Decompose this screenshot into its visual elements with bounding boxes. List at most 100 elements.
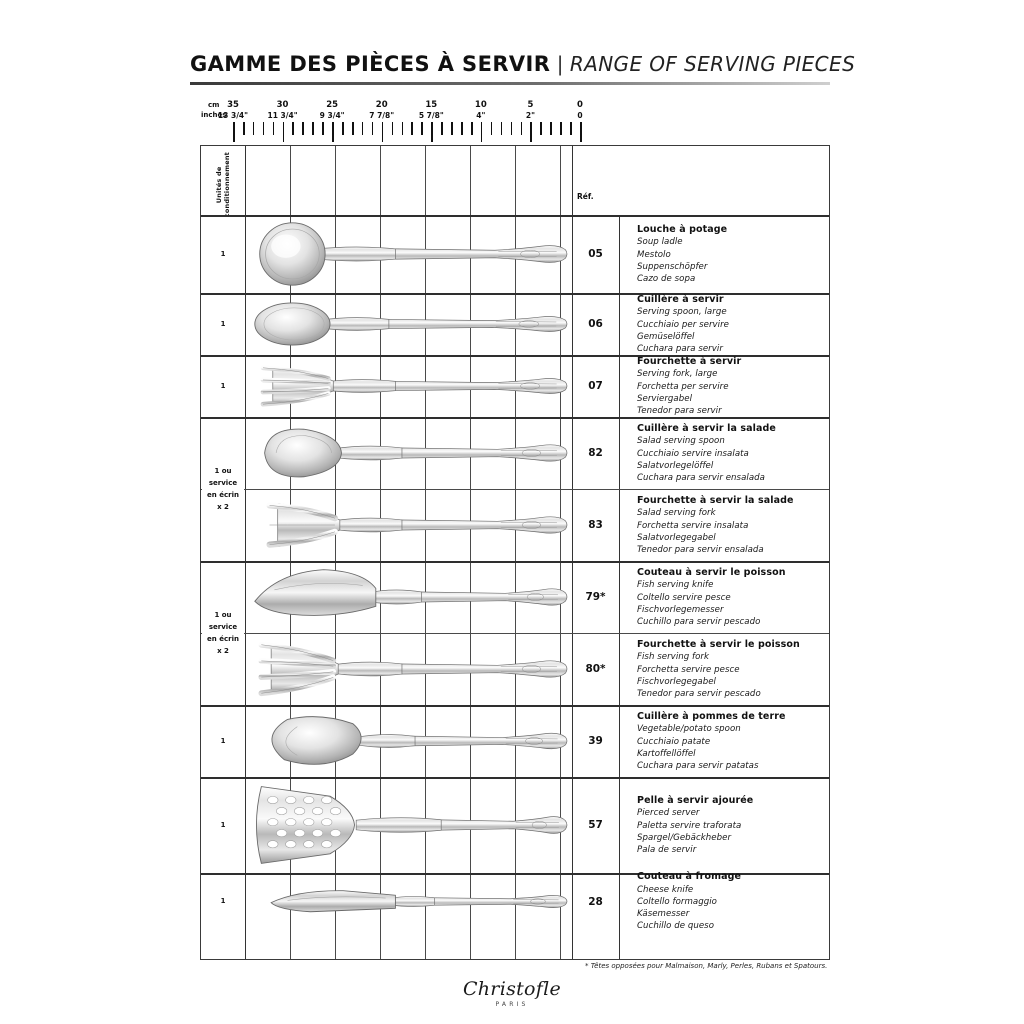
table-gridline-vertical <box>619 215 621 959</box>
product-name-german: Käsemesser <box>637 909 690 920</box>
product-names-cell: Cuillère à pommes de terre Vegetable/pota… <box>629 705 829 777</box>
ruler-inch-tick: 5 7/8" <box>418 111 444 120</box>
table-row[interactable]: 83 Fourchette à servir la salade Salad ser… <box>201 489 829 561</box>
salad-serving-spoon-icon <box>245 417 572 489</box>
reference-number: 05 <box>588 248 603 260</box>
table-row[interactable]: 1 28 Couteau à fromage Cheese knife Coltell… <box>201 871 829 931</box>
product-name-spanish: Pala de servir <box>637 844 697 855</box>
product-name-german: Gemüselöffel <box>637 331 695 342</box>
table-gridline-horizontal <box>201 873 829 875</box>
table-gridline-horizontal <box>201 215 829 217</box>
soup-ladle-icon <box>245 215 572 293</box>
product-name-italian: Coltello servire pesce <box>637 592 731 603</box>
product-name-german: Fischvorlegegabel <box>637 676 716 687</box>
reference-number: 83 <box>588 519 603 531</box>
table-row[interactable]: 1 39 Cuillère à pommes de terre Vegetable/… <box>201 705 829 777</box>
product-name-german: Spargel/Gebäckheber <box>637 832 732 843</box>
reference-number: 28 <box>588 895 603 908</box>
ruler-minor-tick <box>461 122 463 135</box>
table-row[interactable]: 80* Fourchette à servir le poisson Fish se… <box>201 633 829 705</box>
product-name-italian: Cucchiaio per servire <box>637 319 730 330</box>
ruler-minor-tick <box>302 122 304 135</box>
product-name-italian: Paletta servire traforata <box>637 820 742 831</box>
ruler-major-tick <box>381 122 384 142</box>
packaging-units-cell: 1 ou service en écrin x 2 <box>207 466 239 512</box>
ruler-inch-tick: 11 3/4" <box>267 111 298 120</box>
brand-logo: Christofle PARIS <box>0 978 1024 1008</box>
title-underline <box>190 82 830 85</box>
product-names-cell: Cuillère à servir la salade Salad serving… <box>629 417 829 489</box>
product-names-cell: Pelle à servir ajourée Pierced server Pale… <box>629 777 829 873</box>
product-name-spanish: Cuchillo para servir pescado <box>637 616 761 627</box>
packaging-units-cell: 1 <box>220 820 226 829</box>
product-names-cell: Fourchette à servir la salade Salad servi… <box>629 489 829 561</box>
packaging-units-cell: 1 <box>220 319 226 328</box>
ruler-minor-tick <box>322 122 324 135</box>
ruler-minor-tick <box>242 122 245 135</box>
product-name-german: Suppenschöpfer <box>637 261 708 272</box>
ref-column-header: Réf. <box>577 192 594 201</box>
merged-cell-mask <box>202 632 244 635</box>
product-names-cell: Fourchette à servir Serving fork, large Fo… <box>629 355 829 417</box>
ruler-minor-tick <box>361 122 364 135</box>
product-name-italian: Forchetta servire insalata <box>637 520 749 531</box>
ruler-minor-tick <box>401 122 404 135</box>
ruler-minor-tick <box>292 122 295 135</box>
ruler-cm-tick: 25 <box>326 100 339 110</box>
table-row[interactable]: 1 06 Cuillère à servir Serving spoon, larg… <box>201 293 829 355</box>
product-name-italian: Forchetta per servire <box>637 381 729 392</box>
product-names-cell: Couteau à fromage Cheese knife Coltello fo… <box>629 871 829 931</box>
table-gridline-vertical <box>380 146 381 959</box>
table-gridline-horizontal <box>201 293 829 295</box>
table-row[interactable]: 1 ou service en écrin x 2 79* Couteau à s… <box>201 561 829 655</box>
serving-spoon-icon <box>245 293 572 355</box>
ruler-minor-tick <box>520 122 523 135</box>
product-name-german: Salatvorlegegabel <box>637 532 716 543</box>
ruler-inches-label: inches <box>201 111 227 119</box>
ruler-cm-tick: 20 <box>375 100 388 110</box>
table-gridline-vertical <box>425 146 426 959</box>
ruler-inch-tick: 7 7/8" <box>369 111 395 120</box>
product-name-german: Salatvorlegelöffel <box>637 460 714 471</box>
table-row[interactable]: 1 57 Pelle à servir ajourée Pierced server… <box>201 777 829 873</box>
salad-serving-fork-icon <box>245 489 572 561</box>
ruler-inch-tick: 4" <box>476 111 486 120</box>
ruler-cm-label: cm <box>208 101 220 109</box>
table-row[interactable]: 1 ou service en écrin x 2 82 Cuillère à s… <box>201 417 829 511</box>
table-row[interactable]: 1 05 Louche à potage <box>201 215 829 293</box>
product-name-spanish: Tenedor para servir pescado <box>637 688 761 699</box>
reference-number: 80* <box>585 663 606 675</box>
table-gridline-vertical <box>515 146 516 959</box>
product-name-french: Cuillère à servir la salade <box>637 422 776 434</box>
product-name-french: Fourchette à servir la salade <box>637 494 794 506</box>
product-name-english: Salad serving spoon <box>637 436 725 447</box>
measurement-ruler: cm inches 35 13 3/4" 30 11 3/4" 25 9 3/4" 20 7 … <box>200 100 830 145</box>
page-title: GAMME DES PIÈCES À SERVIR | RANGE OF SER… <box>190 52 855 85</box>
packaging-units-cell: 1 <box>220 381 226 390</box>
ruler-minor-tick <box>411 122 414 135</box>
page-title-french: GAMME DES PIÈCES À SERVIR <box>190 52 551 76</box>
table-gridline-horizontal <box>201 633 829 634</box>
ruler-minor-tick <box>441 122 443 135</box>
ruler-minor-tick <box>510 122 513 135</box>
ruler-minor-tick <box>312 122 314 135</box>
ruler-minor-tick <box>252 122 255 135</box>
table-header-band: Unités de conditionnement Réf. <box>201 146 829 217</box>
page-title-english: RANGE OF SERVING PIECES <box>569 52 856 76</box>
product-name-german: Fischvorlegemesser <box>637 604 724 615</box>
ruler-major-tick <box>530 122 533 142</box>
table-gridline-horizontal <box>201 355 829 357</box>
ruler-minor-tick <box>451 122 453 135</box>
reference-number: 82 <box>588 447 603 459</box>
packaging-units-cell: 1 <box>220 897 226 906</box>
footnote: * Têtes opposées pour Malmaison, Marly, … <box>585 962 828 970</box>
table-row[interactable]: 1 <box>201 355 829 417</box>
ruler-minor-tick <box>570 122 572 135</box>
ruler-cm-tick: 35 <box>227 100 239 110</box>
product-name-french: Pelle à servir ajourée <box>637 794 754 806</box>
ruler-cm-tick: 5 <box>527 100 534 110</box>
ruler-major-tick <box>431 122 433 142</box>
table-gridline-horizontal <box>201 489 829 490</box>
product-names-cell: Fourchette à servir le poisson Fish servi… <box>629 633 829 705</box>
ruler-minor-tick <box>262 122 265 135</box>
